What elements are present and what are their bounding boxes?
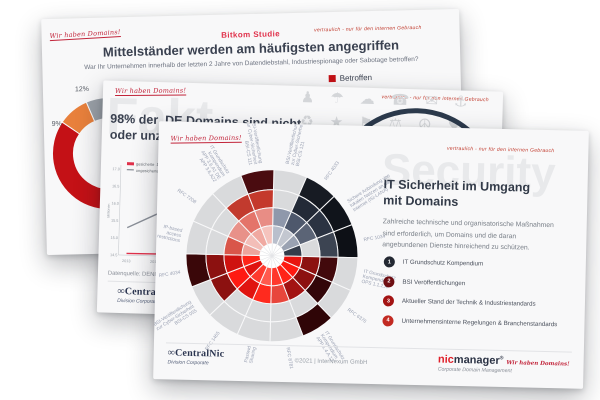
mail-icon: ✉ (425, 91, 439, 110)
nicmanager-tagline: Wir haben Domains! (506, 360, 570, 368)
legend-label: Betroffen (339, 73, 373, 83)
svg-text:RFC 4034: RFC 4034 (158, 269, 181, 279)
slide-it-sicherheit: Security Wir haben Domains! vertraulich … (153, 121, 589, 389)
slide-body-text: Zahlreiche technische und organisatorisc… (382, 218, 554, 252)
anchor-icon: ⚓ (453, 92, 468, 111)
svg-text:2013: 2013 (122, 259, 131, 263)
svg-text:RFC 8781: RFC 8781 (284, 347, 294, 370)
slide-title-line2: mit Domains (383, 193, 459, 210)
centralnic-logo-sub: Division Corporate (167, 359, 209, 367)
umbrella-icon: ☂ (330, 88, 345, 108)
phone-icon: ☎ (390, 90, 410, 110)
list-item-label: Unternehmensinterne Regelungen & Branche… (401, 317, 558, 328)
svg-text:BSI-Veröffentlichungzur Cyber-: BSI-Veröffentlichungzur Cyber-Sicherheit… (240, 121, 264, 166)
list-item-label: BSI Veröffentlichungen (402, 278, 466, 287)
svg-text:15.5: 15.5 (111, 219, 118, 223)
svg-text:RFC 7208: RFC 7208 (176, 188, 198, 206)
donut-label-gray: 12% (74, 85, 90, 94)
centralnic-logo-text: ∞CentralNic (167, 347, 225, 360)
svg-text:14.5: 14.5 (110, 253, 117, 257)
list-number-badge: 3 (382, 295, 395, 307)
centralnic-logo: ∞CentralNic Division Corporate (167, 347, 224, 366)
svg-text:15.0: 15.0 (110, 236, 117, 240)
svg-text:RFC 4033: RFC 4033 (323, 160, 341, 182)
sunburst-chart: BSI-Veröffentlichungzur Cyber-Sicherheit… (153, 121, 397, 370)
list-item: 3 Aktueller Stand der Technik & Industri… (382, 295, 558, 310)
list-item: 1 IT Grundschutz Kompendium (383, 256, 559, 271)
svg-text:RFC 6376: RFC 6376 (346, 307, 368, 325)
svg-text:PasswdSharing: PasswdSharing (243, 345, 258, 364)
numbered-list: 1 IT Grundschutz Kompendium 2 BSI Veröff… (382, 256, 558, 329)
svg-text:IP-basedaccessrestrictions: IP-basedaccessrestrictions (157, 223, 184, 244)
svg-text:2014: 2014 (150, 260, 159, 264)
nicmanager-logo: nicmanager®Wir haben Domains! Corporate … (438, 354, 570, 376)
cloud-icon: ☁ (359, 89, 376, 109)
svg-text:IT GrundschutzKompendiumAPP 3.: IT GrundschutzKompendiumAPP 3.6.A1 DEAPP… (195, 144, 231, 184)
list-item-label: IT Grundschutz Kompendium (402, 258, 484, 268)
list-number-badge: 1 (383, 256, 395, 268)
person-icon: ♟ (300, 87, 315, 107)
list-item-label: Aktueller Stand der Technik & Industries… (401, 297, 536, 308)
svg-text:Millionen: Millionen (106, 204, 110, 218)
donut-label-orange: 9% (51, 120, 62, 128)
svg-text:16.5: 16.5 (112, 184, 119, 188)
list-number-badge: 2 (383, 275, 395, 288)
svg-text:BSI-Veröffentlichungzur Cyber-: BSI-Veröffentlichungzur Cyber-Sicherheit… (285, 121, 311, 167)
slide-title: IT Sicherheit im Umgang mit Domains (383, 176, 530, 212)
svg-text:BSI-Veröffentlichungzur Cyber-: BSI-Veröffentlichungzur Cyber-Sicherheit… (153, 299, 199, 337)
svg-text:RFC 1034: RFC 1034 (363, 233, 386, 243)
copyright-text: ©2021 | InterNexum GmbH (294, 358, 368, 366)
handwriting-claim: Wir haben Domains! (115, 86, 187, 96)
legend-swatch (328, 74, 336, 83)
chart-source: Datenquelle: DENIC (107, 270, 161, 279)
list-number-badge: 4 (382, 314, 394, 327)
list-item: 2 BSI Veröffentlichungen (383, 275, 558, 291)
svg-text:17.0: 17.0 (112, 167, 119, 171)
svg-text:16.0: 16.0 (111, 202, 118, 206)
chart-legend: Betroffen (328, 73, 373, 83)
